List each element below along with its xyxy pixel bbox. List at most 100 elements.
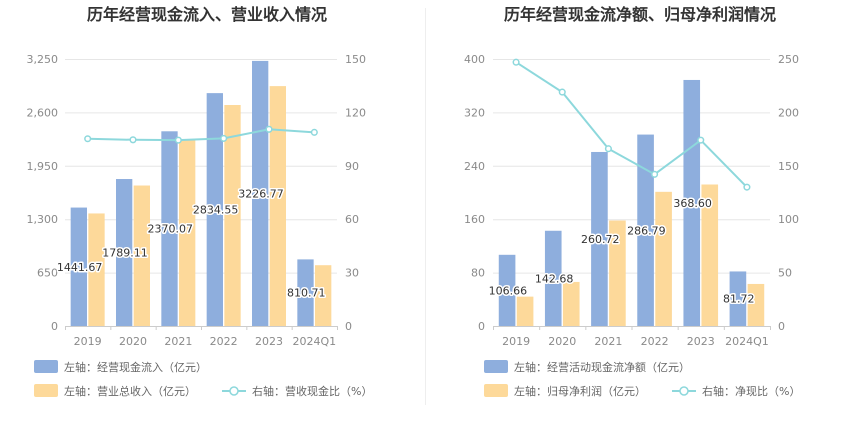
secondary-bar <box>516 296 534 326</box>
right-axis-tick: 100 <box>778 213 799 226</box>
secondary-bar <box>269 86 286 326</box>
primary-bar <box>116 179 133 326</box>
left-axis-tick: 400 <box>464 53 485 66</box>
legend-label: 右轴：净现比（%） <box>702 384 800 398</box>
ratio-point <box>743 183 751 191</box>
secondary-bar <box>315 265 332 326</box>
legend-label: 左轴：经营活动现金流净额（亿元） <box>514 360 690 374</box>
x-axis-tick: 2020 <box>119 335 147 348</box>
legend-swatch-marker <box>229 386 239 396</box>
right-axis-tick: 0 <box>345 320 352 333</box>
bar-data-label: 810.71 <box>287 287 326 300</box>
right-axis-tick: 150 <box>778 160 799 173</box>
left-axis-tick: 0 <box>478 320 485 333</box>
bar-data-label: 2834.55 <box>193 204 239 217</box>
primary-bar <box>729 271 747 326</box>
x-axis-tick: 2024Q1 <box>293 335 337 348</box>
primary-bar <box>498 254 516 326</box>
ratio-line <box>87 128 315 142</box>
left-axis-tick: 650 <box>37 267 58 280</box>
left-axis-tick: 80 <box>471 267 485 280</box>
ratio-point <box>512 58 520 66</box>
ratio-point <box>174 136 182 144</box>
legend-label: 右轴：营收现金比（%） <box>252 384 372 398</box>
bar-data-label: 2370.07 <box>148 223 194 236</box>
x-axis-tick: 2019 <box>502 335 530 348</box>
left-axis-tick: 2,600 <box>27 106 59 119</box>
right-axis-tick: 200 <box>778 106 799 119</box>
right-axis-tick: 120 <box>345 106 366 119</box>
secondary-bar <box>701 184 719 326</box>
primary-bar <box>544 230 562 326</box>
x-axis-tick: 2022 <box>210 335 238 348</box>
bar-data-label: 260.72 <box>581 233 620 246</box>
left-axis-tick: 320 <box>464 106 485 119</box>
left-axis-tick: 1,300 <box>27 213 59 226</box>
legend-swatch <box>484 360 508 373</box>
secondary-bar <box>655 191 672 326</box>
bar-data-label: 142.68 <box>535 272 574 285</box>
x-axis-tick: 2022 <box>641 335 669 348</box>
bar-data-label: 81.72 <box>723 293 755 306</box>
secondary-bar <box>609 220 626 326</box>
left-axis-tick: 160 <box>464 213 485 226</box>
bar-data-label: 286.79 <box>627 224 666 237</box>
primary-bar <box>161 131 178 326</box>
ratio-point <box>604 145 612 153</box>
x-axis-tick: 2024Q1 <box>725 335 769 348</box>
secondary-bar <box>747 283 765 326</box>
secondary-bar <box>88 213 105 326</box>
legend-swatch <box>34 384 58 397</box>
right-axis-tick: 60 <box>345 213 359 226</box>
ratio-point <box>220 134 228 142</box>
bar-data-label: 1789.11 <box>102 247 148 260</box>
x-axis-tick: 2023 <box>255 335 283 348</box>
ratio-point <box>310 128 318 136</box>
ratio-point <box>558 88 566 96</box>
bar-data-label: 368.60 <box>673 197 712 210</box>
right-axis-tick: 250 <box>778 53 799 66</box>
x-axis-tick: 2019 <box>74 335 102 348</box>
right-axis-tick: 150 <box>345 53 366 66</box>
legend-label: 左轴：营业总收入（亿元） <box>64 384 196 398</box>
cash-inflow-revenue-chart: 历年经营现金流入、营业收入情况 0 650 1,300 1,950 2,600 3,250 0… <box>27 5 373 398</box>
chart-title: 历年经营现金流入、营业收入情况 <box>87 5 327 24</box>
primary-bar <box>637 134 654 326</box>
chart-title: 历年经营现金流净额、归母净利润情况 <box>504 5 776 24</box>
legend-swatch <box>484 384 508 397</box>
x-axis-tick: 2023 <box>687 335 715 348</box>
right-axis-tick: 50 <box>778 267 792 280</box>
right-axis-tick: 0 <box>778 320 785 333</box>
left-axis-tick: 240 <box>464 160 485 173</box>
ratio-point <box>129 136 137 144</box>
legend-label: 左轴：经营现金流入（亿元） <box>64 360 207 374</box>
left-axis-tick: 1,950 <box>27 160 59 173</box>
primary-bar <box>252 60 269 326</box>
bar-data-label: 3226.77 <box>238 187 284 200</box>
primary-bar <box>297 259 314 326</box>
secondary-bar <box>179 139 196 326</box>
right-axis-tick: 30 <box>345 267 359 280</box>
x-axis-tick: 2021 <box>164 335 192 348</box>
bar-data-label: 106.66 <box>489 284 528 297</box>
x-axis-tick: 2021 <box>594 335 622 348</box>
ratio-point <box>84 135 92 143</box>
ratio-point <box>651 170 659 178</box>
legend-swatch-marker <box>679 386 689 396</box>
legend-label: 左轴：归母净利润（亿元） <box>514 384 646 398</box>
x-axis-tick: 2020 <box>548 335 576 348</box>
ratio-point <box>697 136 705 144</box>
ratio-line <box>515 61 748 188</box>
primary-bar <box>591 151 608 326</box>
secondary-bar <box>562 281 580 326</box>
primary-bar <box>206 93 223 326</box>
bar-data-label: 1441.67 <box>57 261 103 274</box>
secondary-bar <box>133 185 150 326</box>
secondary-bar <box>224 105 241 326</box>
net-cashflow-profit-chart: 历年经营现金流净额、归母净利润情况 0 80 160 240 320 400 0 50 100 15… <box>464 5 800 398</box>
primary-bar <box>70 207 87 326</box>
right-axis-tick: 90 <box>345 160 359 173</box>
left-axis-tick: 3,250 <box>27 53 59 66</box>
primary-bar <box>683 79 701 326</box>
